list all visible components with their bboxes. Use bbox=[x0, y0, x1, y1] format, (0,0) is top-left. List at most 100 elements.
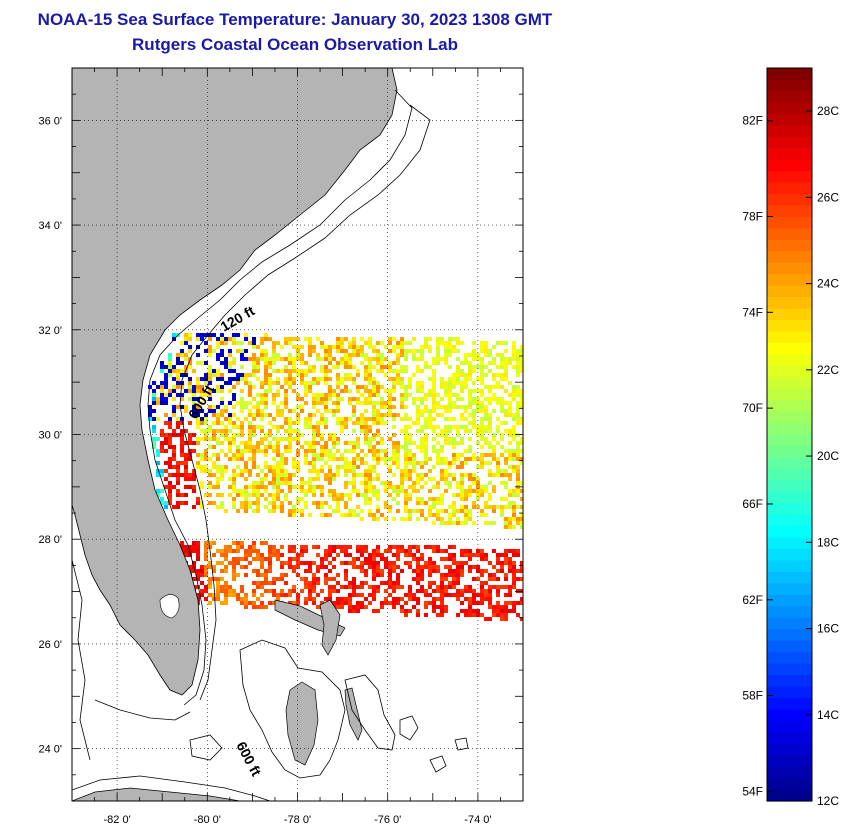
sst-pixel bbox=[476, 497, 480, 501]
sst-pixel bbox=[468, 513, 472, 517]
sst-pixel bbox=[420, 401, 424, 405]
sst-pixel bbox=[492, 377, 496, 381]
sst-pixel bbox=[448, 353, 452, 357]
sst-pixel bbox=[160, 445, 164, 449]
sst-pixel bbox=[420, 349, 424, 353]
sst-pixel bbox=[452, 349, 456, 353]
sst-pixel bbox=[392, 453, 396, 457]
sst-pixel bbox=[320, 421, 324, 425]
sst-pixel bbox=[344, 577, 348, 581]
sst-pixel bbox=[244, 349, 248, 353]
sst-pixel bbox=[412, 593, 416, 597]
sst-pixel bbox=[476, 457, 480, 461]
sst-pixel bbox=[336, 405, 340, 409]
sst-pixel bbox=[460, 369, 464, 373]
sst-pixel bbox=[440, 521, 444, 525]
sst-pixel bbox=[376, 429, 380, 433]
sst-pixel bbox=[252, 365, 256, 369]
sst-pixel bbox=[444, 461, 448, 465]
sst-pixel bbox=[508, 413, 512, 417]
sst-pixel bbox=[508, 601, 512, 605]
sst-pixel bbox=[388, 505, 392, 509]
sst-pixel bbox=[360, 481, 364, 485]
sst-pixel bbox=[416, 545, 420, 549]
sst-pixel bbox=[300, 345, 304, 349]
sst-pixel bbox=[372, 393, 376, 397]
sst-pixel bbox=[264, 569, 268, 573]
sst-pixel bbox=[512, 569, 516, 573]
sst-pixel bbox=[328, 377, 332, 381]
sst-pixel bbox=[340, 601, 344, 605]
sst-pixel bbox=[408, 417, 412, 421]
sst-pixel bbox=[416, 357, 420, 361]
sst-pixel bbox=[412, 489, 416, 493]
sst-pixel bbox=[400, 469, 404, 473]
sst-pixel bbox=[160, 385, 164, 389]
sst-pixel bbox=[284, 493, 288, 497]
colorbar-swatch bbox=[767, 468, 812, 481]
sst-pixel bbox=[400, 341, 404, 345]
sst-pixel bbox=[416, 473, 420, 477]
sst-pixel bbox=[404, 457, 408, 461]
sst-pixel bbox=[320, 465, 324, 469]
sst-pixel bbox=[220, 553, 224, 557]
sst-pixel bbox=[312, 485, 316, 489]
sst-pixel bbox=[268, 553, 272, 557]
sst-pixel bbox=[168, 493, 172, 497]
sst-pixel bbox=[360, 361, 364, 365]
sst-pixel bbox=[520, 353, 523, 357]
sst-pixel bbox=[312, 349, 316, 353]
sst-pixel bbox=[488, 605, 492, 609]
sst-pixel bbox=[468, 413, 472, 417]
sst-pixel bbox=[196, 377, 200, 381]
sst-pixel bbox=[252, 485, 256, 489]
sst-pixel bbox=[176, 493, 180, 497]
sst-pixel bbox=[392, 561, 396, 565]
sst-pixel bbox=[396, 413, 400, 417]
sst-pixel bbox=[508, 473, 512, 477]
sst-pixel bbox=[320, 401, 324, 405]
sst-pixel bbox=[452, 461, 456, 465]
sst-pixel bbox=[404, 553, 408, 557]
sst-pixel bbox=[352, 397, 356, 401]
sst-pixel bbox=[220, 569, 224, 573]
sst-pixel bbox=[208, 405, 212, 409]
sst-pixel bbox=[376, 389, 380, 393]
sst-pixel bbox=[416, 405, 420, 409]
sst-pixel bbox=[452, 377, 456, 381]
sst-pixel bbox=[432, 605, 436, 609]
sst-pixel bbox=[396, 577, 400, 581]
sst-pixel bbox=[204, 429, 208, 433]
sst-pixel bbox=[316, 593, 320, 597]
sst-pixel bbox=[212, 409, 216, 413]
sst-pixel bbox=[484, 425, 488, 429]
sst-pixel bbox=[196, 549, 200, 553]
sst-pixel bbox=[352, 469, 356, 473]
sst-pixel bbox=[476, 613, 480, 617]
sst-pixel bbox=[244, 485, 248, 489]
colorbar-swatch bbox=[767, 549, 812, 562]
sst-pixel bbox=[320, 437, 324, 441]
sst-pixel bbox=[156, 493, 160, 497]
sst-pixel bbox=[256, 497, 260, 501]
sst-pixel bbox=[360, 429, 364, 433]
sst-pixel bbox=[312, 581, 316, 585]
sst-pixel bbox=[444, 389, 448, 393]
sst-pixel bbox=[368, 401, 372, 405]
sst-pixel bbox=[332, 345, 336, 349]
sst-pixel bbox=[372, 609, 376, 613]
sst-pixel bbox=[416, 549, 420, 553]
sst-pixel bbox=[196, 397, 200, 401]
sst-pixel bbox=[280, 545, 284, 549]
sst-pixel bbox=[504, 341, 508, 345]
sst-pixel bbox=[468, 353, 472, 357]
sst-pixel bbox=[256, 377, 260, 381]
sst-pixel bbox=[380, 569, 384, 573]
sst-pixel bbox=[424, 593, 428, 597]
sst-pixel bbox=[284, 481, 288, 485]
sst-pixel bbox=[380, 357, 384, 361]
sst-pixel bbox=[332, 585, 336, 589]
sst-pixel bbox=[432, 465, 436, 469]
sst-pixel bbox=[500, 353, 504, 357]
sst-pixel bbox=[160, 489, 164, 493]
